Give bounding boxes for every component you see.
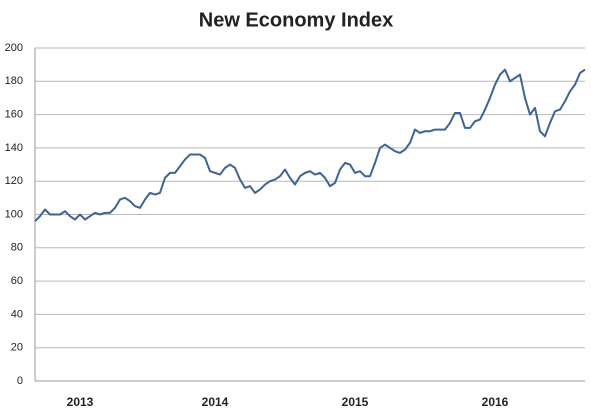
y-tick-label: 80 [11,242,23,254]
x-tick-label: 2013 [67,395,94,409]
x-tick-label: 2016 [482,395,509,409]
y-tick-label: 20 [11,342,23,354]
y-tick-label: 140 [5,142,23,154]
x-tick-label: 2014 [202,395,229,409]
y-tick-label: 60 [11,275,23,287]
y-tick-label: 180 [5,75,23,87]
y-tick-label: 100 [5,208,23,220]
y-tick-label: 0 [17,375,23,387]
x-tick-label: 2015 [342,395,369,409]
y-tick-label: 160 [5,109,23,121]
y-tick-label: 120 [5,175,23,187]
line-series [34,68,586,222]
y-tick-label: 200 [5,42,23,54]
y-tick-label: 40 [11,308,23,320]
chart-title: New Economy Index [199,9,394,31]
